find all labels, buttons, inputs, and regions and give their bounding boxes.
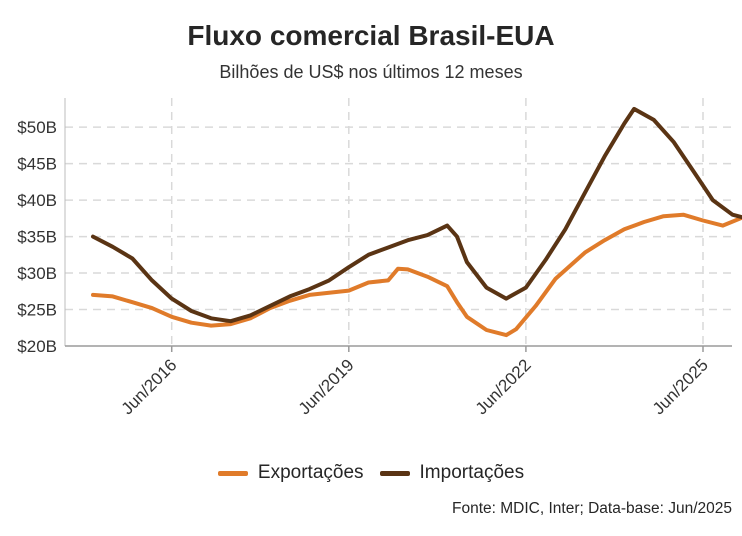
chart-subtitle: Bilhões de US$ nos últimos 12 meses — [219, 62, 523, 82]
legend: Exportações Importações — [0, 462, 742, 484]
series-lines — [91, 106, 742, 338]
legend-swatch-importacoes — [379, 470, 410, 476]
x-tick-label: Jun/2022 — [472, 355, 535, 418]
x-tick-label: Jun/2016 — [118, 355, 181, 418]
y-tick-label: $25B — [17, 301, 57, 320]
legend-item-exportacoes: Exportações — [217, 462, 364, 484]
y-tick-label: $30B — [17, 264, 57, 283]
x-axis: Jun/2016 Jun/2019 Jun/2022 Jun/2025 — [65, 345, 732, 418]
y-tick-label: $45B — [17, 155, 57, 174]
series-line-importacoes — [91, 106, 742, 324]
grid-lines — [65, 98, 732, 346]
source-note: Fonte: MDIC, Inter; Data-base: Jun/2025 — [452, 500, 732, 517]
y-tick-label: $40B — [17, 191, 57, 210]
x-tick-label: Jun/2025 — [649, 355, 712, 418]
legend-swatch-exportacoes — [217, 470, 248, 476]
y-axis: $20B $25B $30B $35B $40B $45B $50B — [17, 98, 66, 356]
x-tick-label: Jun/2019 — [295, 355, 358, 418]
legend-label-importacoes: Importações — [419, 462, 525, 483]
y-tick-label: $35B — [17, 228, 57, 247]
series-line-exportacoes — [91, 212, 742, 338]
y-tick-label: $50B — [17, 118, 57, 137]
legend-label-exportacoes: Exportações — [257, 462, 364, 483]
legend-item-importacoes: Importações — [379, 462, 525, 484]
y-tick-label: $20B — [17, 337, 57, 356]
chart-title: Fluxo comercial Brasil-EUA — [187, 20, 555, 51]
